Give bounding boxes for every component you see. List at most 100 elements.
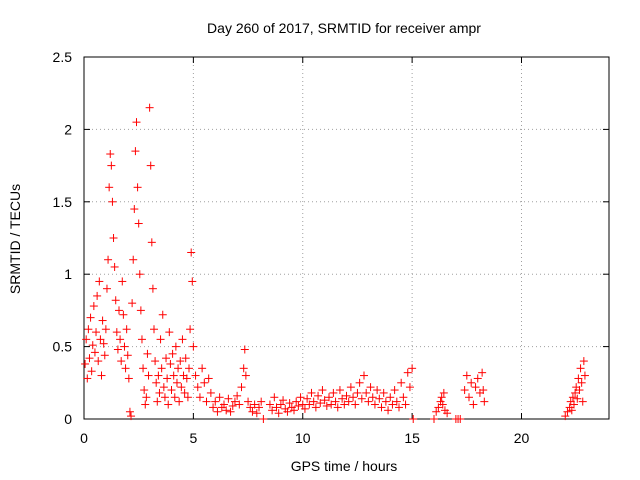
data-point <box>568 393 577 402</box>
data-point <box>172 378 181 387</box>
data-point <box>118 277 127 286</box>
data-point <box>206 388 215 397</box>
data-point <box>255 403 263 412</box>
data-point <box>473 374 482 383</box>
data-point <box>460 386 469 395</box>
data-point <box>307 388 316 397</box>
data-point <box>102 284 111 293</box>
data-point <box>163 374 172 383</box>
data-point <box>123 351 132 360</box>
data-point <box>239 364 248 373</box>
data-point <box>578 397 587 406</box>
data-point <box>384 406 393 415</box>
data-point <box>270 393 279 402</box>
data-point <box>153 397 162 406</box>
data-point <box>355 378 364 387</box>
data-point <box>248 407 257 416</box>
data-point <box>318 386 327 395</box>
x-tick-label: 20 <box>514 430 530 446</box>
data-point <box>83 374 92 383</box>
data-point <box>314 391 323 400</box>
data-point <box>443 409 452 418</box>
data-point <box>106 150 115 159</box>
data-point <box>89 302 98 311</box>
data-point <box>155 388 164 397</box>
data-point <box>479 386 488 395</box>
data-point <box>166 359 175 368</box>
data-point <box>290 406 298 415</box>
data-point <box>82 335 91 344</box>
data-point <box>181 354 190 363</box>
data-point <box>165 328 174 337</box>
data-point <box>244 397 253 406</box>
data-point <box>360 371 368 380</box>
data-point <box>132 118 141 127</box>
data-point <box>180 388 189 397</box>
data-point <box>116 335 125 344</box>
data-point <box>250 400 259 409</box>
data-point <box>128 299 137 308</box>
data-point <box>237 383 246 392</box>
data-point <box>170 393 179 402</box>
data-point <box>178 335 187 344</box>
data-point <box>90 348 99 357</box>
data-point <box>257 397 266 406</box>
data-point <box>117 357 126 366</box>
data-point <box>157 364 166 373</box>
y-tick-label: 0.5 <box>53 339 73 355</box>
data-point <box>309 397 318 406</box>
data-point <box>241 371 250 380</box>
data-point <box>136 306 145 315</box>
data-point <box>129 255 138 264</box>
data-point <box>176 357 185 366</box>
data-point <box>131 147 140 156</box>
data-point <box>408 364 417 373</box>
x-tick-label: 10 <box>295 430 311 446</box>
data-point <box>403 368 412 377</box>
data-point <box>437 393 446 402</box>
data-point <box>100 351 109 360</box>
data-point <box>235 400 244 409</box>
data-point <box>467 378 476 387</box>
data-point <box>478 368 487 377</box>
data-point <box>191 371 200 380</box>
data-point <box>320 396 329 405</box>
data-point <box>152 378 161 387</box>
grid <box>84 57 609 419</box>
data-point <box>340 400 349 409</box>
data-point <box>95 277 104 286</box>
data-point <box>226 407 235 416</box>
data-point <box>399 393 408 402</box>
data-point <box>125 407 134 416</box>
data-point <box>150 325 158 334</box>
data-point <box>576 364 585 373</box>
data-point <box>104 255 113 264</box>
y-tick-label: 0 <box>64 411 72 427</box>
data-point <box>105 183 114 192</box>
data-point <box>395 403 403 412</box>
data-point <box>156 335 165 344</box>
data-point <box>316 399 325 408</box>
data-point <box>115 306 123 315</box>
data-point <box>130 205 139 214</box>
data-point <box>107 161 116 170</box>
data-point <box>224 394 233 403</box>
data-point <box>357 394 366 403</box>
plot-frame <box>83 56 610 420</box>
chart-title: Day 260 of 2017, SRMTID for receiver amp… <box>207 20 481 36</box>
data-point <box>574 374 583 383</box>
y-tick-label: 1 <box>64 266 72 282</box>
data-point <box>439 388 448 397</box>
y-tick-label: 1.5 <box>53 194 73 210</box>
data-point <box>390 386 399 395</box>
data-point <box>113 345 122 354</box>
data-point <box>120 342 129 351</box>
data-point <box>195 393 204 402</box>
data-point <box>283 407 292 416</box>
data-point <box>577 378 586 387</box>
data-point <box>193 383 202 392</box>
data-point <box>362 388 371 397</box>
data-point <box>409 415 418 423</box>
data-point <box>168 349 177 358</box>
data-point <box>471 383 480 392</box>
